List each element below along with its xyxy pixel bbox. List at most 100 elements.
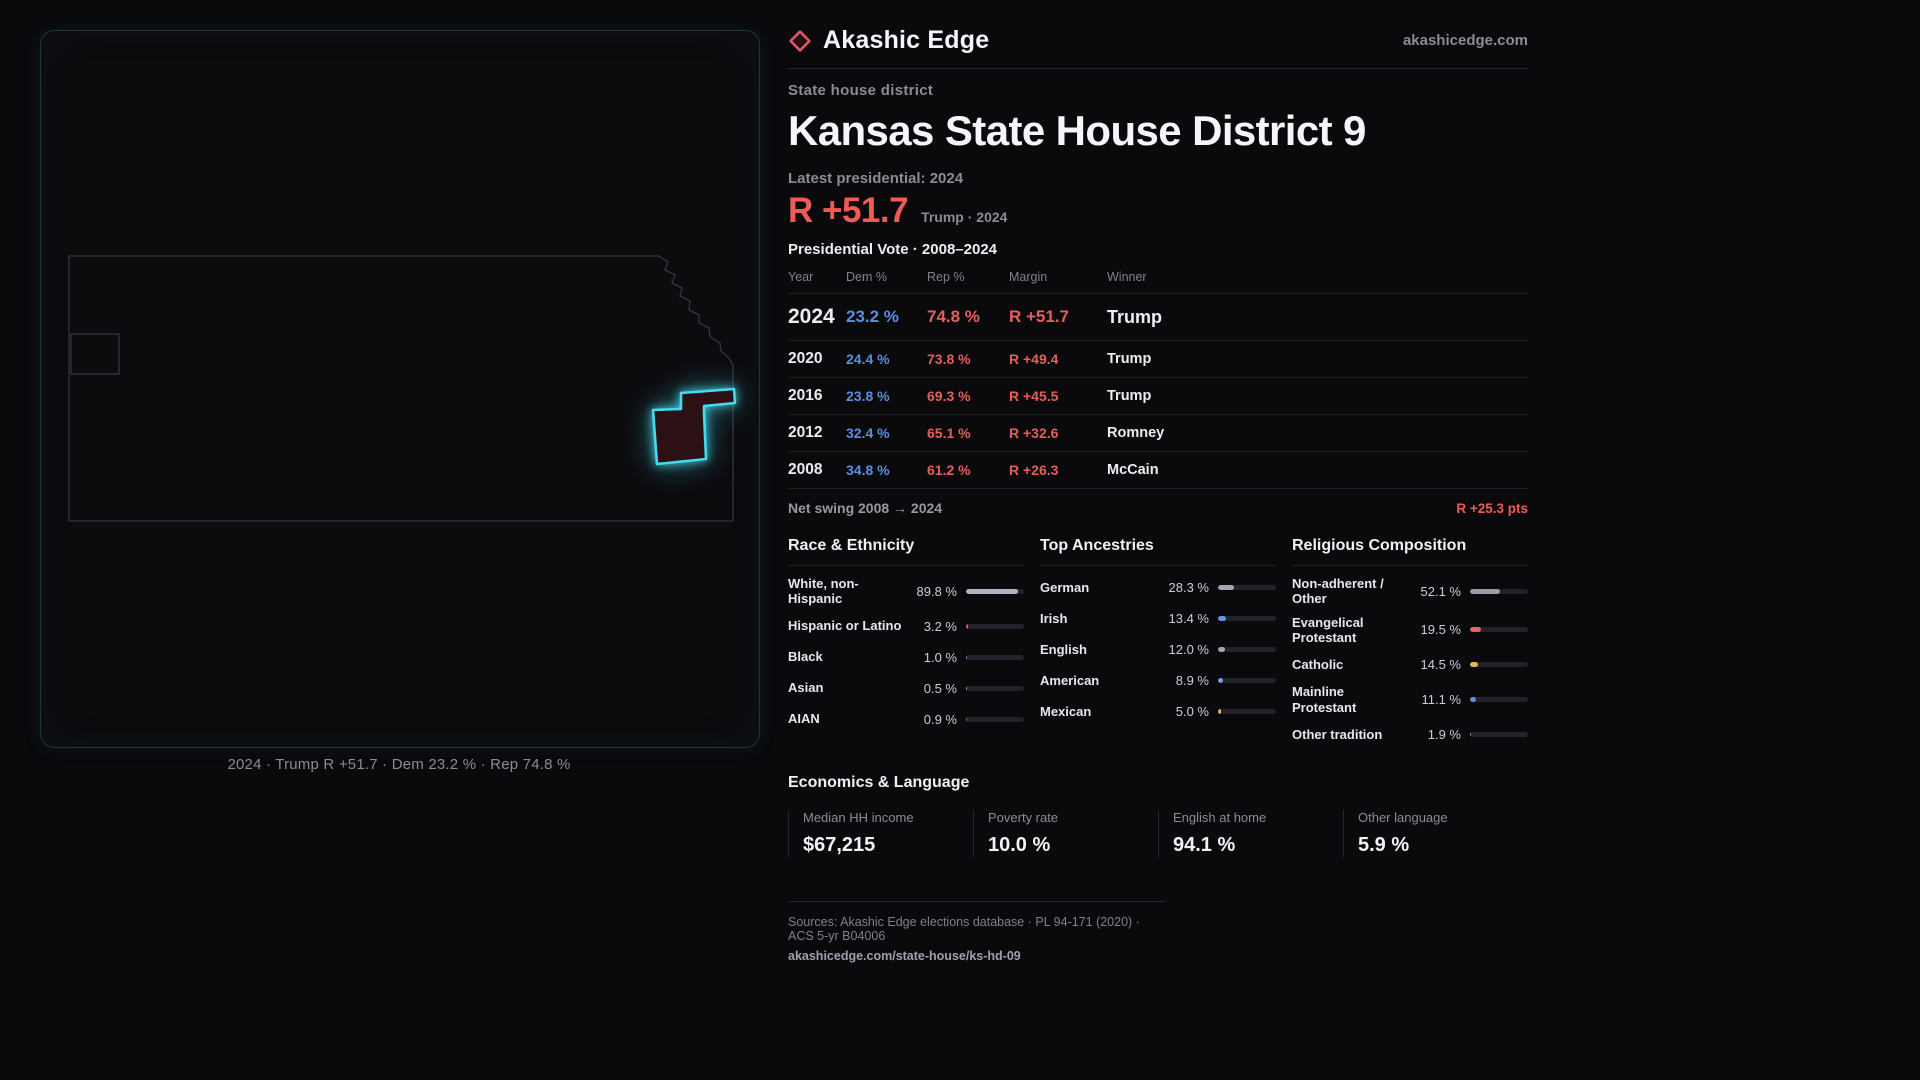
race-section-title: Race & Ethnicity	[788, 529, 1024, 566]
demo-value: 1.0 %	[923, 649, 957, 665]
demo-bar	[1218, 616, 1276, 621]
stat-value: 94.1 %	[1173, 833, 1236, 856]
stat-english-at-home: English at home 94.1 %	[1158, 809, 1343, 857]
demo-value: 52.1 %	[1420, 583, 1461, 599]
demo-label: American	[1040, 672, 1100, 688]
demo-label: Asian	[788, 680, 824, 696]
demo-bar	[966, 623, 1024, 629]
cell-margin: R +45.5	[1009, 388, 1059, 404]
cell-winner: McCain	[1107, 462, 1159, 478]
demo-value: 89.8 %	[916, 583, 957, 599]
district-map-panel	[40, 30, 760, 748]
column-header-dem: Dem %	[846, 270, 887, 284]
demo-bar	[1470, 627, 1528, 633]
demo-row: Evangelical Protestant 19.5 %	[1292, 611, 1528, 650]
demo-bar	[1470, 588, 1528, 594]
cell-rep: 73.8 %	[927, 351, 971, 367]
demo-row: AIAN 0.9 %	[788, 704, 1024, 735]
cell-dem: 32.4 %	[846, 425, 890, 441]
demo-row: Irish 13.4 %	[1040, 603, 1276, 634]
column-header-winner: Winner	[1107, 270, 1147, 284]
stat-median-income: Median HH income $67,215	[788, 809, 973, 857]
headline-margin: R +51.7 Trump · 2024	[788, 191, 1528, 231]
table-row-2024: 2024 23.2 % 74.8 % R +51.7 Trump	[788, 293, 1528, 340]
cell-year: 2020	[788, 350, 823, 367]
demo-value: 11.1 %	[1421, 692, 1461, 708]
pres-table-title: Presidential Vote · 2008–2024	[788, 241, 998, 258]
ancestries-column: Top Ancestries German 28.3 % Irish 13.4 …	[1040, 529, 1276, 727]
demo-value: 12.0 %	[1168, 642, 1209, 657]
brand-domain-link[interactable]: akashicedge.com	[1402, 32, 1528, 49]
demo-row: Catholic 14.5 %	[1292, 649, 1528, 680]
cell-year: 2024	[788, 305, 835, 328]
demo-label: English	[1040, 641, 1087, 657]
cell-winner: Trump	[1107, 351, 1152, 367]
net-swing-value: R +25.3 pts	[1456, 500, 1528, 516]
demo-bar	[966, 685, 1024, 691]
demo-bar	[1218, 709, 1276, 714]
demo-label: White, non-Hispanic	[788, 576, 859, 607]
page-title: Kansas State House District 9	[788, 107, 1366, 154]
demo-row: German 28.3 %	[1040, 572, 1276, 603]
net-swing-label: Net swing 2008 → 2024	[788, 500, 943, 516]
stat-label: English at home	[1173, 809, 1267, 825]
demo-row: Other tradition 1.9 %	[1292, 719, 1528, 750]
demo-value: 3.2 %	[923, 618, 957, 634]
demo-value: 13.4 %	[1168, 611, 1209, 626]
cell-year: 2016	[788, 387, 823, 404]
demo-row: American 8.9 %	[1040, 665, 1276, 696]
footer-sources: Sources: Akashic Edge elections database…	[788, 914, 1140, 943]
demo-label: Mexican	[1040, 703, 1092, 719]
demo-value: 8.9 %	[1175, 673, 1209, 688]
demo-value: 19.5 %	[1420, 622, 1461, 638]
economics-section-title: Economics & Language	[788, 773, 970, 791]
table-row-2016: 2016 23.8 % 69.3 % R +45.5 Trump	[788, 377, 1528, 414]
cell-margin: R +51.7	[1009, 307, 1070, 326]
kansas-map	[68, 255, 737, 522]
demo-label: Non-adherent / Other	[1292, 576, 1384, 607]
demo-bar	[966, 654, 1024, 660]
demo-bar	[1218, 585, 1276, 590]
demo-label: AIAN	[788, 711, 820, 727]
demo-row: Hispanic or Latino 3.2 %	[788, 611, 1024, 642]
economics-stats-row: Median HH income $67,215 Poverty rate 10…	[788, 809, 1528, 857]
table-row-2012: 2012 32.4 % 65.1 % R +32.6 Romney	[788, 414, 1528, 451]
cell-dem: 24.4 %	[846, 351, 890, 367]
footer-permalink-link[interactable]: akashicedge.com/state-house/ks-hd-09	[788, 948, 1021, 963]
demo-value: 5.0 %	[1175, 704, 1209, 719]
stat-value: 10.0 %	[988, 833, 1051, 856]
table-row-2008: 2008 34.8 % 61.2 % R +26.3 McCain	[788, 451, 1528, 488]
demo-label: Irish	[1040, 610, 1068, 626]
diamond-logo-icon	[789, 29, 811, 52]
cell-rep: 61.2 %	[927, 462, 971, 478]
demo-value: 1.9 %	[1427, 726, 1461, 742]
demo-bar	[1218, 678, 1276, 683]
stat-label: Median HH income	[803, 809, 914, 825]
stat-value: 5.9 %	[1358, 833, 1410, 856]
district-9-shape[interactable]	[651, 387, 737, 466]
demo-bar	[966, 588, 1024, 594]
pres-table-header: Year Dem % Rep % Margin Winner	[788, 270, 1528, 293]
brand-header: Akashic Edge akashicedge.com	[788, 26, 1528, 69]
demo-value: 14.5 %	[1420, 657, 1461, 673]
demo-label: Catholic	[1292, 657, 1344, 673]
demo-row: Mexican 5.0 %	[1040, 696, 1276, 727]
latest-presidential-label: Latest presidential: 2024	[788, 170, 964, 187]
demographics-section: Race & Ethnicity White, non-Hispanic 89.…	[788, 529, 1528, 750]
margin-value: R +51.7	[788, 191, 909, 230]
footer: Sources: Akashic Edge elections database…	[788, 900, 1166, 963]
west-district-outline	[70, 333, 120, 375]
column-header-margin: Margin	[1009, 270, 1048, 284]
net-swing-row: Net swing 2008 → 2024 R +25.3 pts	[788, 488, 1528, 525]
cell-margin: R +32.6	[1009, 425, 1059, 441]
cell-rep: 65.1 %	[927, 425, 971, 441]
demo-label: German	[1040, 579, 1090, 595]
brand-name: Akashic Edge	[823, 26, 990, 54]
stat-label: Poverty rate	[988, 809, 1059, 825]
column-header-year: Year	[788, 270, 814, 284]
demo-row: Mainline Protestant 11.1 %	[1292, 680, 1528, 719]
demo-bar	[1470, 697, 1528, 703]
demo-value: 0.9 %	[923, 711, 957, 727]
demo-bar	[966, 716, 1024, 722]
cell-dem: 23.8 %	[846, 388, 890, 404]
